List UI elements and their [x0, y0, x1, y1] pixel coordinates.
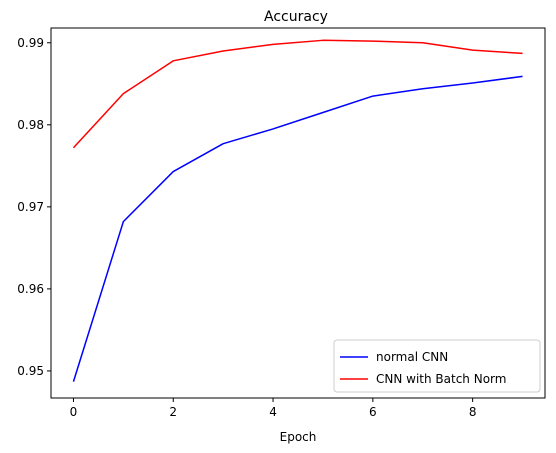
- y-tick-label: 0.98: [17, 118, 44, 132]
- y-tick-label: 0.95: [17, 364, 44, 378]
- x-tick-label: 6: [369, 405, 377, 419]
- x-tick-label: 4: [269, 405, 277, 419]
- legend-label-0: normal CNN: [376, 350, 448, 364]
- series-lines: [72, 39, 523, 382]
- plot-frame: [50, 27, 546, 399]
- legend: normal CNN CNN with Batch Norm: [333, 339, 541, 393]
- chart-title: Accuracy: [264, 9, 328, 25]
- series-line-0: [72, 75, 523, 382]
- x-axis-label: Epoch: [280, 430, 317, 444]
- x-tick-label: 8: [469, 405, 477, 419]
- legend-frame: [333, 339, 541, 393]
- y-tick-label: 0.97: [17, 200, 44, 214]
- x-tick-label: 2: [169, 405, 177, 419]
- series-line-1: [72, 39, 523, 149]
- x-axis: 0 2 4 6 8: [70, 398, 477, 419]
- y-axis: 0.95 0.96 0.97 0.98 0.99: [17, 36, 51, 378]
- x-tick-label: 0: [70, 405, 78, 419]
- legend-label-1: CNN with Batch Norm: [376, 372, 506, 386]
- y-tick-label: 0.96: [17, 282, 44, 296]
- y-tick-label: 0.99: [17, 36, 44, 50]
